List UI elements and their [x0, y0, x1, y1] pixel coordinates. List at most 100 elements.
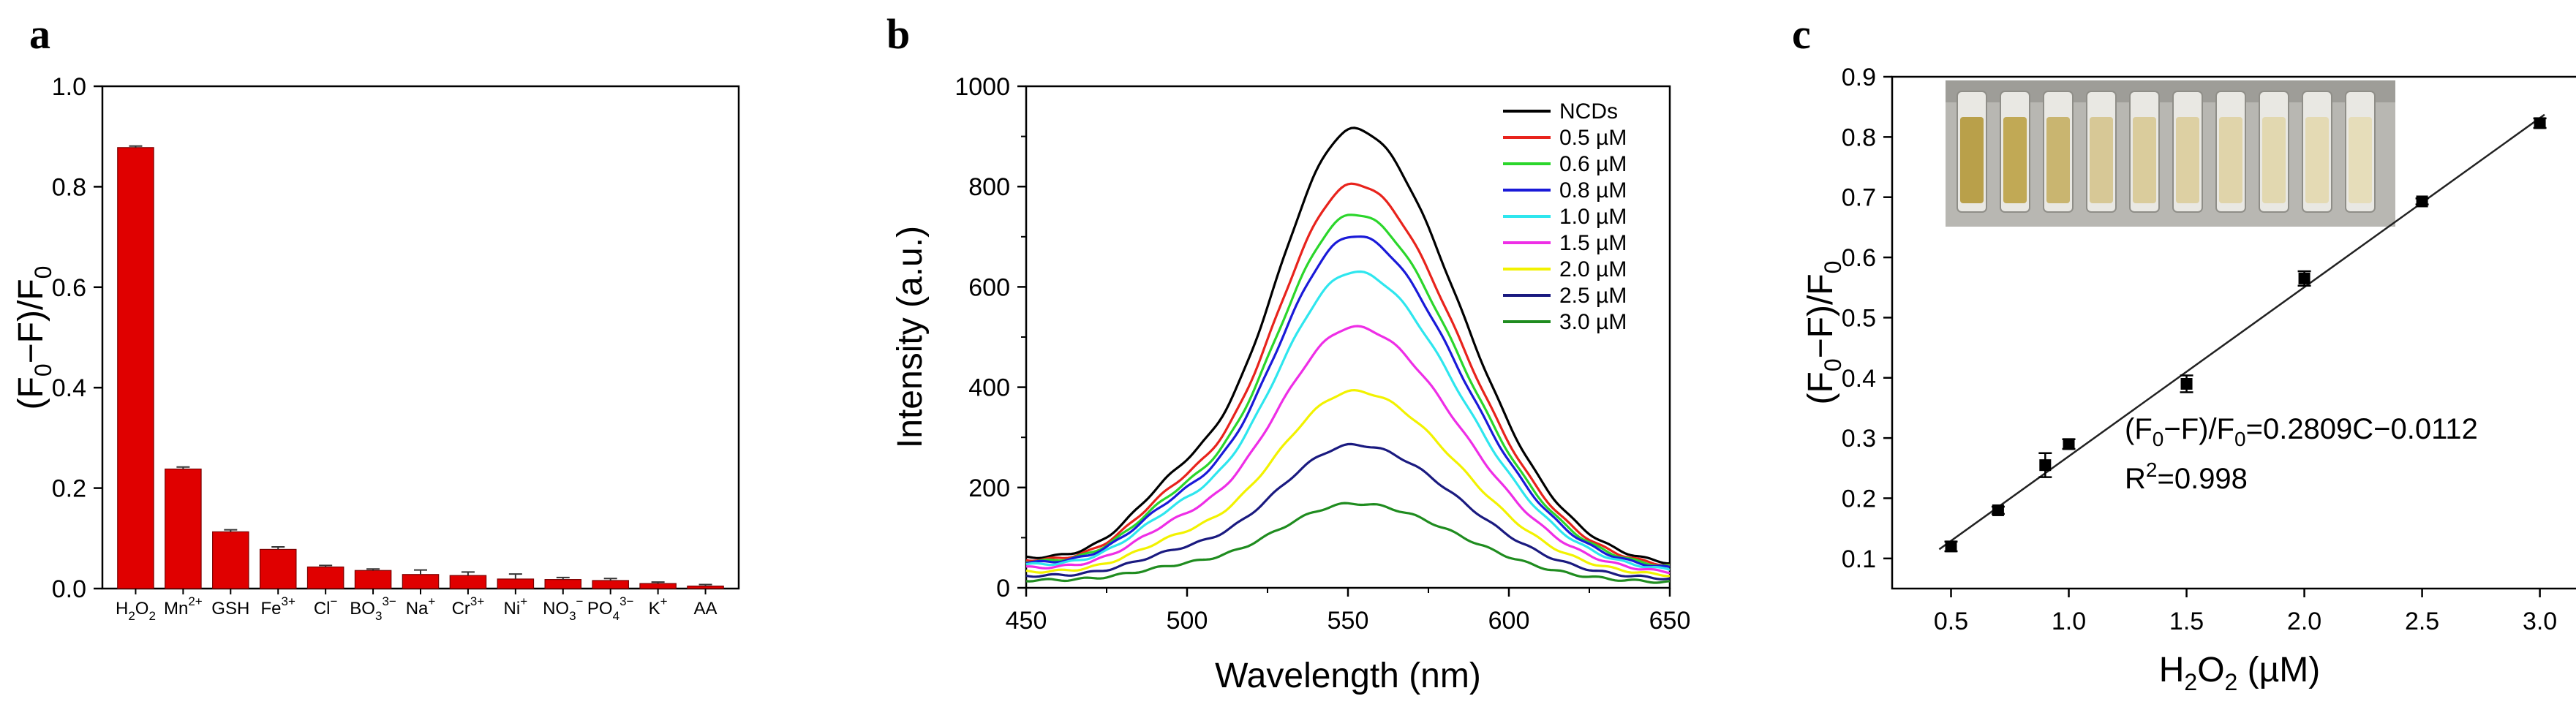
bar [354, 570, 392, 589]
x-tick-label-a: NO3− [543, 594, 583, 623]
bar [402, 574, 440, 589]
spectrum-line [1025, 270, 1671, 571]
x-tick-label-a: BO33− [350, 594, 396, 623]
y-tick-label-a: 0.6 [52, 274, 86, 302]
label-part: PO [587, 599, 613, 619]
spectrum-line [1025, 388, 1670, 578]
x-axis-title-c: H2O2 (µM) [2159, 651, 2321, 695]
label-part: + [428, 594, 435, 608]
spectrum-line [1025, 325, 1671, 575]
x-tick-label-c: 0.5 [1934, 608, 1968, 635]
legend-label: NCDs [1559, 99, 1618, 124]
y-tick-label-b: 0 [996, 575, 1010, 602]
plot-frame-c [1891, 75, 2576, 590]
x-tick-label-b: 650 [1649, 607, 1691, 635]
legend-label: 0.6 µM [1559, 152, 1627, 176]
fit-equation: (F0−F)/F0=0.2809C−0.0112 [2125, 413, 2478, 450]
x-tick-label-a: K+ [649, 594, 668, 619]
y-tick-label-c: 0.1 [1842, 545, 1876, 573]
legend-label: 0.8 µM [1559, 178, 1627, 203]
y-tick-label-a: 1.0 [52, 73, 86, 101]
x-tick-label-a: Ni+ [504, 594, 528, 619]
r-squared-label: R2=0.998 [2125, 458, 2248, 495]
label-part: 3+ [282, 594, 295, 608]
legend-label: 1.5 µM [1559, 231, 1627, 255]
label-part: AA [694, 599, 718, 619]
x-tick-label-a: GSH [211, 599, 249, 619]
cuvette-liquid [2090, 117, 2113, 203]
label-part: Na [406, 599, 429, 619]
spectrum-line [1025, 182, 1671, 567]
label-part: Fe [261, 599, 282, 619]
x-tick-label-c: 3.0 [2523, 608, 2557, 635]
bar [306, 566, 344, 589]
bar [449, 575, 487, 589]
label-part: 2+ [188, 594, 202, 608]
x-tick-label-b: 450 [1006, 607, 1047, 635]
cuvette-liquid [2003, 117, 2027, 203]
legend-label: 1.0 µM [1559, 205, 1627, 229]
data-point [2298, 272, 2311, 284]
label-part: Mn [164, 599, 188, 619]
y-tick-label-a: 0.0 [52, 575, 86, 603]
x-tick-label-a: Mn2+ [164, 594, 203, 619]
x-tick-label-b: 600 [1488, 607, 1530, 635]
x-tick-label-c: 1.5 [2169, 608, 2204, 635]
bar [639, 583, 677, 589]
label-part: 3− [382, 594, 396, 608]
label-part: Ni [504, 599, 521, 619]
x-tick-label-a: Cr3+ [452, 594, 485, 619]
label-part: H [116, 599, 128, 619]
x-tick-label-c: 1.0 [2052, 608, 2086, 635]
label-part: 3+ [470, 594, 484, 608]
spectrum-line [1025, 442, 1671, 581]
y-tick-label-c: 0.9 [1842, 64, 1876, 91]
x-tick-label-a: H2O2 [116, 599, 156, 623]
label-part: NO [543, 599, 569, 619]
x-tick-label-b: 500 [1167, 607, 1208, 635]
x-tick-label-a: Cl− [314, 594, 338, 619]
cuvette-liquid [2262, 117, 2286, 203]
legend-label: 2.0 µM [1559, 257, 1627, 281]
label-part: − [331, 594, 338, 608]
label-part: + [520, 594, 527, 608]
legend-label: 2.5 µM [1559, 284, 1627, 308]
y-tick-label-c: 0.4 [1842, 365, 1876, 393]
bar [212, 531, 249, 589]
bar [687, 585, 724, 589]
label-part: Cl [314, 599, 331, 619]
label-part: 4 [613, 609, 619, 623]
y-tick-label-c: 0.5 [1842, 304, 1876, 332]
label-part: − [576, 594, 584, 608]
y-tick-label-b: 1000 [954, 73, 1010, 101]
x-tick-label-a: PO43− [587, 594, 634, 623]
x-tick-label-a: AA [694, 599, 718, 619]
y-tick-label-c: 0.6 [1842, 244, 1876, 272]
label-part: O [135, 599, 149, 619]
y-tick-label-b: 400 [968, 374, 1010, 402]
panel-label-b: b [886, 10, 910, 58]
bar [259, 548, 297, 589]
spectrum-line [1025, 126, 1671, 565]
legend-label: 3.0 µM [1559, 310, 1627, 334]
label-part: Cr [452, 599, 470, 619]
emission-spectra-chart: 450 500 550 600 650 0 200 400 600 800 1000 NCDs0.5… [891, 73, 1690, 695]
y-tick-label-c: 0.2 [1842, 485, 1876, 513]
cuvette-liquid [2133, 117, 2156, 203]
y-tick-label-b: 800 [968, 173, 1010, 201]
panel-label-a: a [29, 10, 50, 58]
cuvette-liquid [1960, 117, 1984, 203]
cuvette-photo-inset [1946, 80, 2395, 227]
bar [592, 580, 629, 589]
label-part: BO [350, 599, 375, 619]
y-tick-label-c: 0.8 [1842, 124, 1876, 151]
label-part: 3 [375, 609, 382, 623]
panel-label-c: c [1792, 10, 1811, 58]
bar [117, 147, 154, 589]
spectrum-line [1025, 502, 1671, 584]
y-tick-label-c: 0.3 [1842, 425, 1876, 453]
data-point [2534, 117, 2546, 129]
x-tick-label-a: Na+ [406, 594, 436, 619]
y-tick-label-b: 600 [968, 273, 1010, 301]
